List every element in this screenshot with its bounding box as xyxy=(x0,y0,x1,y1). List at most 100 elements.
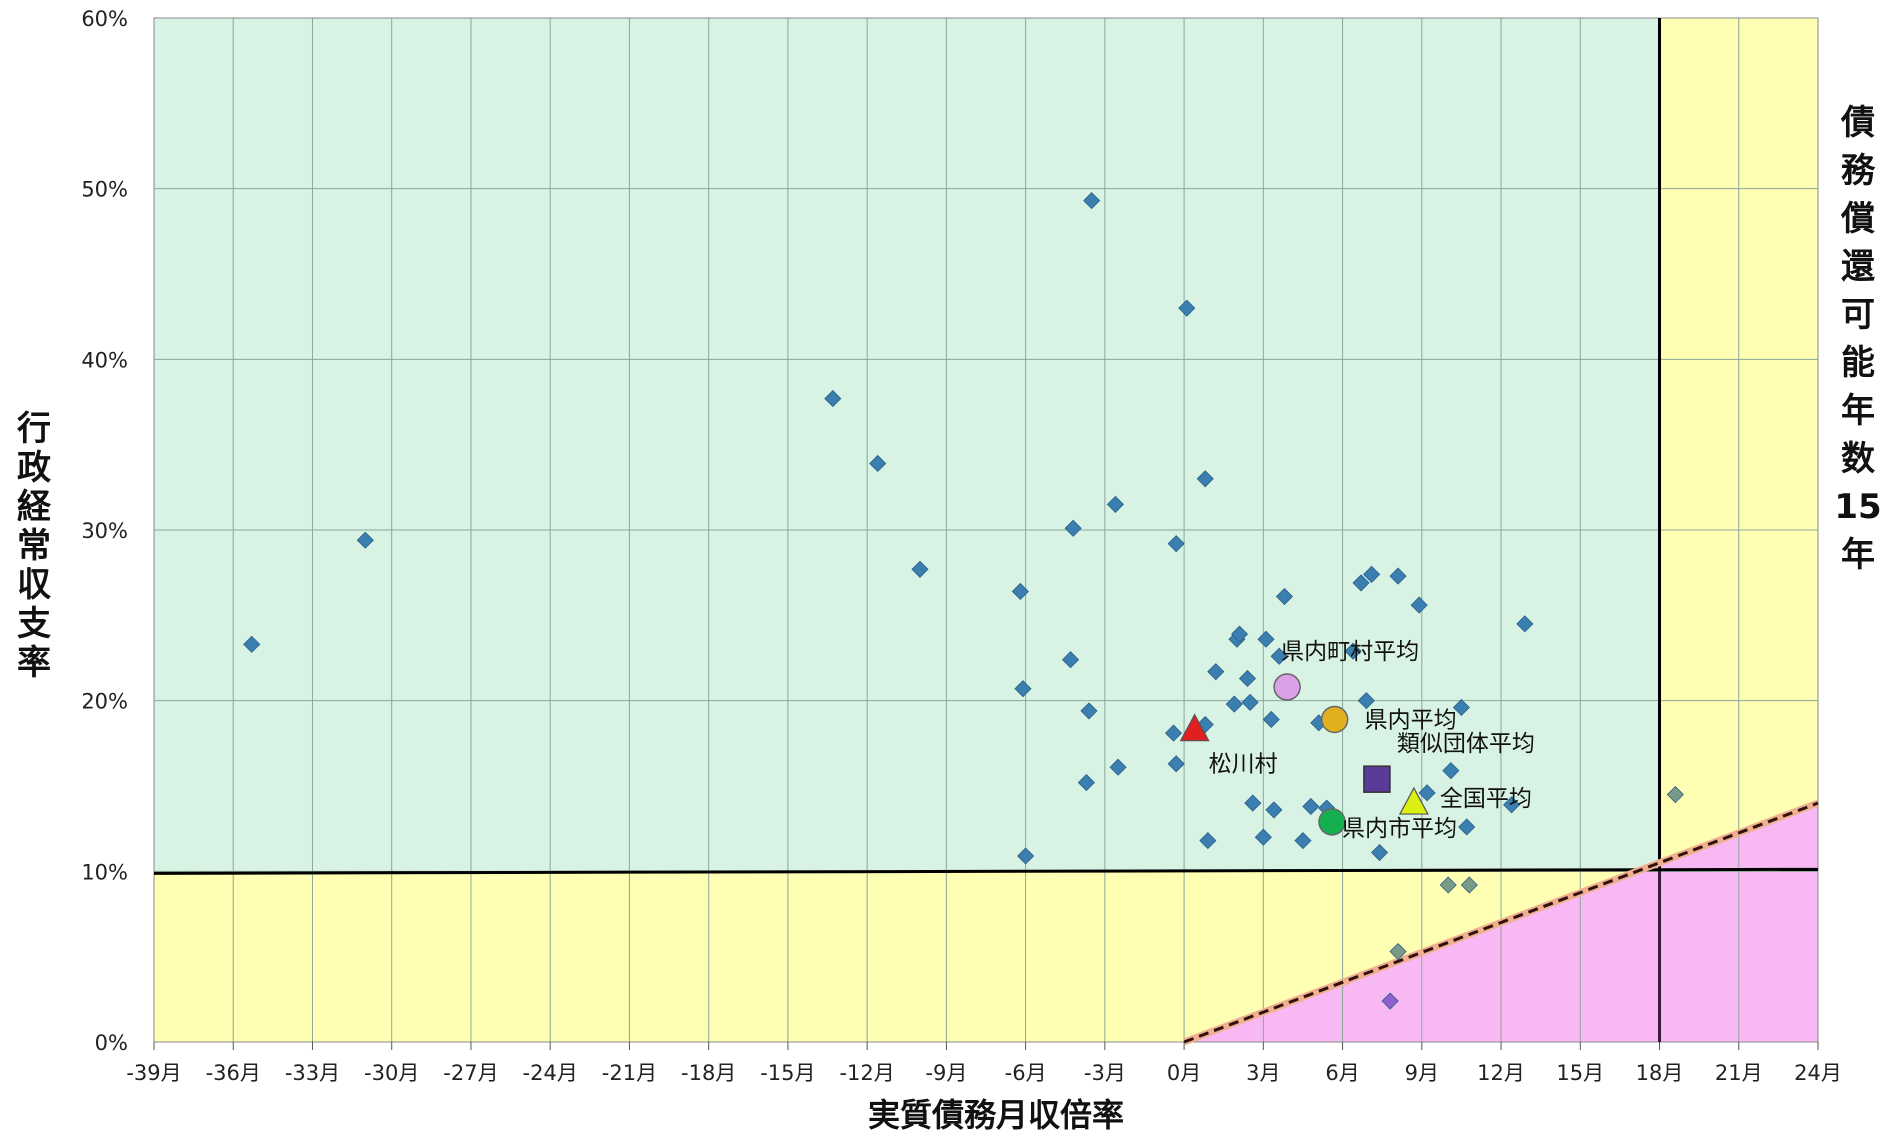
data-point xyxy=(1666,785,1684,804)
data-point xyxy=(1381,992,1399,1010)
data-point xyxy=(1294,832,1312,850)
data-point xyxy=(1460,876,1478,894)
data-point xyxy=(1225,695,1243,713)
data-point xyxy=(1254,828,1272,846)
axis-label-char: 常 xyxy=(17,526,51,566)
data-point xyxy=(1164,724,1183,742)
x-axis-label: 実質債務月収倍率 xyxy=(868,1096,1124,1134)
data-point xyxy=(1442,762,1460,780)
data-point xyxy=(1503,796,1521,814)
x-tick-label: 24月 xyxy=(1794,1061,1842,1085)
data-point xyxy=(1014,680,1032,698)
axis-label-char: 償 xyxy=(1840,199,1875,239)
data-point xyxy=(911,560,929,578)
data-point xyxy=(1452,698,1470,717)
data-point xyxy=(1061,651,1080,669)
annotation-marker xyxy=(1273,673,1301,701)
data-point xyxy=(1167,535,1185,553)
data-point xyxy=(1389,567,1407,585)
data-point xyxy=(1196,470,1214,488)
data-point xyxy=(1439,876,1457,894)
data-point xyxy=(1167,755,1185,773)
tick-layer: -39月 -36月 -33月 -30月 -27月 -24月 -21月 -18月 -15月 -12月… xyxy=(81,7,1842,1085)
axis-label-char: 能 xyxy=(1841,343,1875,383)
data-point xyxy=(1370,843,1389,862)
data-point xyxy=(356,531,374,549)
x-tick-label: 15月 xyxy=(1556,1061,1604,1085)
data-point xyxy=(1265,801,1283,819)
annotation-label: 類似団体平均 xyxy=(1397,731,1535,757)
axis-label-char: 債 xyxy=(1840,103,1875,143)
plot-frame xyxy=(153,17,1819,1043)
x-tick-label: -3月 xyxy=(1084,1061,1126,1085)
data-point xyxy=(1344,642,1362,660)
y-tick-label: 40% xyxy=(81,348,128,372)
x-tick-label: -33月 xyxy=(285,1061,340,1085)
axis-label-char: 務 xyxy=(1841,151,1876,191)
axis-label-char: 率 xyxy=(17,643,51,683)
annotation-marker xyxy=(1320,705,1349,734)
axis-label-char: 還 xyxy=(1841,247,1875,287)
data-point xyxy=(1516,615,1534,633)
data-point xyxy=(1244,794,1262,812)
x-tick-label: 0月 xyxy=(1167,1061,1201,1085)
axis-label-char: 年 xyxy=(1841,391,1875,431)
data-point xyxy=(1458,818,1476,836)
data-point xyxy=(824,390,842,408)
annotation-label: 全国平均 xyxy=(1440,786,1532,812)
annotation-marker xyxy=(1398,786,1429,815)
data-point xyxy=(1199,832,1217,850)
data-point xyxy=(1257,630,1275,648)
annotation-marker xyxy=(1363,765,1391,793)
data-point xyxy=(1230,625,1249,643)
y-tick-label: 50% xyxy=(81,178,128,202)
annotation-label: 県内平均 xyxy=(1365,707,1457,733)
data-point xyxy=(1077,774,1095,792)
data-point xyxy=(1389,942,1407,961)
axis-label-char: 可 xyxy=(1841,295,1875,335)
axis-label-char: 数 xyxy=(1841,439,1875,479)
annotation-label: 松川村 xyxy=(1209,752,1278,778)
boundary-line-15yr xyxy=(1183,801,1819,1044)
data-point xyxy=(1011,582,1029,601)
annotation-label: 県内町村平均 xyxy=(1281,639,1419,665)
y-tick-label: 10% xyxy=(81,860,128,884)
data-point xyxy=(1302,797,1320,816)
data-point xyxy=(1064,519,1082,537)
annotation-marker xyxy=(1179,713,1210,742)
data-point xyxy=(1363,565,1381,583)
x-tick-label: 3月 xyxy=(1246,1061,1280,1085)
threshold-layer xyxy=(153,18,1820,1046)
axis-label-char: 経 xyxy=(17,487,52,527)
axis-label-char: 15 xyxy=(1834,487,1881,527)
x-tick-label: 21月 xyxy=(1715,1061,1763,1085)
x-tick-label: 6月 xyxy=(1325,1061,1359,1085)
data-point xyxy=(1106,495,1124,513)
axis-label-char: 年 xyxy=(1841,535,1875,575)
x-tick-label: -39月 xyxy=(126,1061,181,1085)
x-tick-label: -9月 xyxy=(925,1061,967,1085)
data-point xyxy=(1270,647,1288,665)
data-point xyxy=(1275,587,1294,606)
x-tick-label: 18月 xyxy=(1636,1061,1684,1085)
axis-label-char: 支 xyxy=(17,604,51,644)
y-tick-label: 0% xyxy=(95,1031,128,1055)
x-tick-label: -36月 xyxy=(206,1061,261,1085)
data-point xyxy=(1083,192,1101,210)
data-point xyxy=(1238,669,1257,688)
x-tick-label: -24月 xyxy=(523,1061,578,1085)
data-point xyxy=(1241,693,1259,711)
data-point xyxy=(1017,847,1035,865)
axis-label-char: 収 xyxy=(17,565,51,605)
data-point xyxy=(869,454,887,473)
threshold-line-10pct xyxy=(153,867,1819,875)
y-tick-label: 30% xyxy=(81,519,128,543)
annotation-marker xyxy=(1318,808,1346,836)
data-point xyxy=(1207,663,1225,681)
data-point xyxy=(1178,299,1196,317)
axis-label-char: 行 xyxy=(17,409,51,449)
data-point xyxy=(1109,758,1127,776)
axis-label-char: 政 xyxy=(17,448,51,488)
